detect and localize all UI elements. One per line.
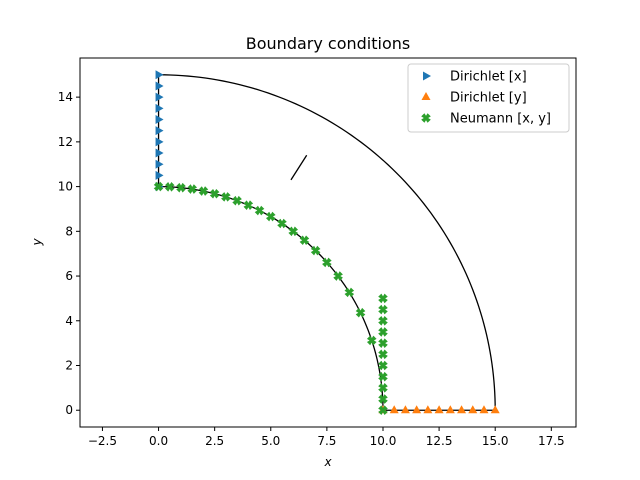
data-point — [366, 335, 377, 346]
data-point — [164, 182, 175, 192]
data-point — [333, 271, 343, 281]
legend-label: Dirichlet [y] — [450, 91, 527, 106]
data-point — [434, 405, 444, 414]
data-point — [277, 218, 287, 229]
data-point — [176, 182, 186, 193]
x-tick-label: 5.0 — [261, 434, 280, 448]
y-tick-label: 12 — [58, 135, 73, 149]
data-point — [155, 81, 164, 91]
data-point — [288, 226, 299, 237]
data-point — [310, 245, 321, 256]
data-point — [153, 181, 164, 192]
data-point — [490, 405, 500, 414]
data-point — [155, 126, 164, 136]
data-point — [155, 137, 164, 147]
x-tick-label: 15.0 — [482, 434, 509, 448]
chart-title: Boundary conditions — [246, 34, 410, 53]
y-tick-label: 14 — [58, 90, 73, 104]
y-tick-label: 2 — [65, 359, 73, 373]
x-tick-label: 0.0 — [149, 434, 168, 448]
legend-label: Dirichlet [x] — [450, 70, 527, 85]
data-point — [479, 405, 489, 414]
data-point — [322, 257, 332, 268]
data-markers — [153, 70, 500, 416]
y-tick-label: 8 — [65, 224, 73, 238]
data-point — [468, 405, 478, 414]
data-point — [378, 304, 388, 315]
data-point — [378, 371, 388, 382]
data-point — [423, 405, 433, 414]
x-axis-label: x — [323, 455, 332, 469]
data-point — [155, 148, 164, 158]
axes-frame — [79, 57, 577, 428]
data-point — [378, 383, 388, 393]
x-tick-label: 17.5 — [538, 434, 565, 448]
x-tick-label: 12.5 — [426, 434, 453, 448]
x-tick-label: −2.5 — [88, 434, 117, 448]
data-point — [457, 405, 467, 414]
data-point — [378, 360, 388, 371]
data-point — [412, 405, 422, 414]
data-point — [389, 405, 399, 414]
data-point — [187, 184, 198, 194]
legend-marker — [423, 71, 431, 81]
y-axis-label: y — [30, 238, 44, 247]
data-point — [155, 159, 164, 169]
data-point — [299, 235, 310, 246]
legend-entries: Dirichlet [x] Dirichlet [y] Neumann [x, y] — [421, 70, 551, 127]
data-point — [355, 307, 366, 318]
data-point — [378, 327, 388, 337]
data-point — [155, 115, 164, 124]
y-axis-ticks: 0 2 4 6 8 10 12 14 — [58, 90, 80, 417]
legend-label: Neumann [x, y] — [450, 112, 551, 127]
y-tick-label: 0 — [65, 403, 73, 417]
data-point — [221, 192, 231, 202]
x-tick-label: 7.5 — [317, 434, 336, 448]
data-point — [265, 211, 276, 222]
data-point — [155, 92, 164, 102]
data-point — [198, 186, 209, 196]
data-point — [378, 394, 388, 404]
outer-arc — [158, 74, 496, 411]
x-axis-ticks: −2.5 0.0 2.5 5.0 7.5 10.0 12.5 15.0 17.5 — [88, 427, 565, 448]
data-point — [378, 405, 388, 416]
short-segment-line — [290, 154, 308, 181]
x-tick-label: 10.0 — [370, 434, 397, 448]
data-point — [243, 200, 254, 210]
series-3 — [153, 181, 388, 416]
data-point — [254, 205, 265, 216]
legend: Dirichlet [x] Dirichlet [y] Neumann [x, y] — [407, 63, 570, 133]
legend-box — [407, 63, 570, 133]
y-tick-label: 4 — [65, 314, 73, 328]
data-point — [445, 405, 455, 414]
data-point — [209, 188, 220, 199]
data-point — [155, 170, 164, 180]
data-point — [400, 405, 410, 414]
data-point — [232, 195, 242, 206]
legend-marker — [421, 113, 431, 123]
legend-marker — [421, 92, 431, 100]
data-point — [378, 315, 388, 326]
data-point — [155, 103, 164, 113]
x-tick-label: 2.5 — [205, 434, 224, 448]
data-point — [378, 293, 388, 304]
data-point — [378, 338, 388, 348]
data-point — [378, 349, 388, 360]
data-point — [155, 70, 164, 80]
data-point — [344, 287, 355, 298]
y-tick-label: 6 — [65, 269, 73, 283]
y-tick-label: 10 — [58, 180, 73, 194]
